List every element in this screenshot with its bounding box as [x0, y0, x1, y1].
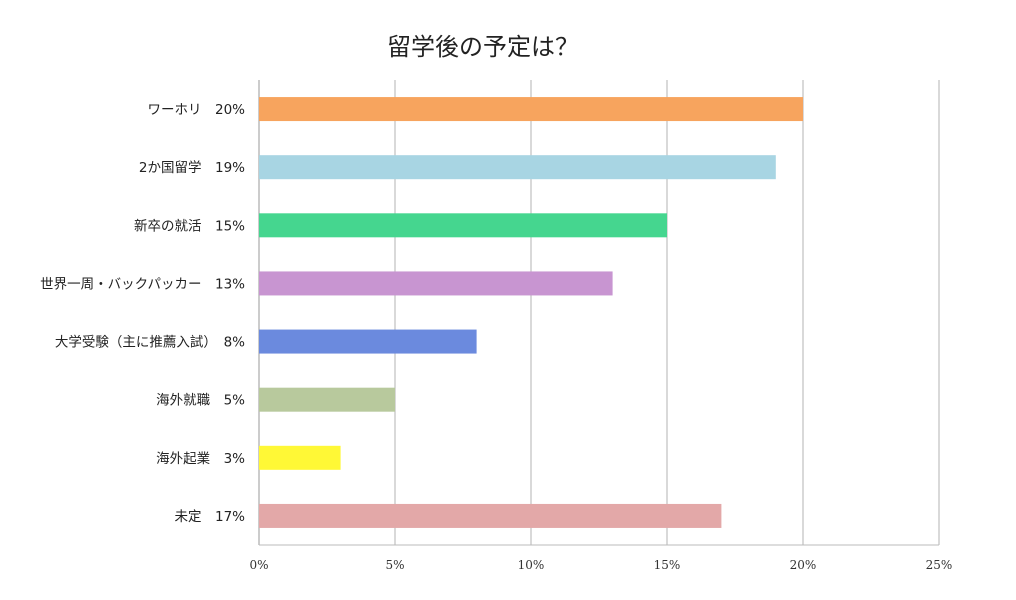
bar-6 [259, 445, 341, 470]
bar-0 [259, 97, 803, 122]
x-tick-label-20: 20% [790, 558, 817, 572]
x-tick-label-15: 15% [654, 558, 681, 572]
chart-title: 留学後の予定は？ [387, 33, 579, 61]
category-label-4: 大学受験（主に推薦入試） 8% [55, 335, 245, 351]
x-tick-label-5: 5% [385, 558, 404, 572]
x-tick-label-10: 10% [518, 558, 545, 572]
category-label-5: 海外就職 5% [156, 393, 245, 409]
category-label-7: 未定 17% [174, 509, 245, 525]
bar-2 [259, 213, 667, 238]
category-label-1: 2か国留学 19% [139, 160, 245, 176]
bar-5 [259, 387, 395, 412]
bar-3 [259, 271, 613, 296]
bar-4 [259, 329, 477, 354]
category-labels: ワーホリ 20% 2か国留学 19% 新卒の就活 15% 世界一周・バックパッカー 1… [40, 102, 245, 525]
bars [259, 97, 803, 528]
bar-1 [259, 155, 776, 180]
x-tick-labels: 0% 5% 10% 15% 20% 25% [249, 558, 952, 572]
x-tick-label-25: 25% [926, 558, 953, 572]
bar-7 [259, 503, 722, 528]
grid-lines [258, 80, 940, 545]
category-label-2: 新卒の就活 15% [134, 218, 245, 234]
category-label-6: 海外起業 3% [156, 451, 245, 467]
x-tick-label-0: 0% [249, 558, 268, 572]
category-label-3: 世界一周・バックパッカー 13% [40, 276, 245, 292]
category-label-0: ワーホリ 20% [147, 102, 245, 118]
